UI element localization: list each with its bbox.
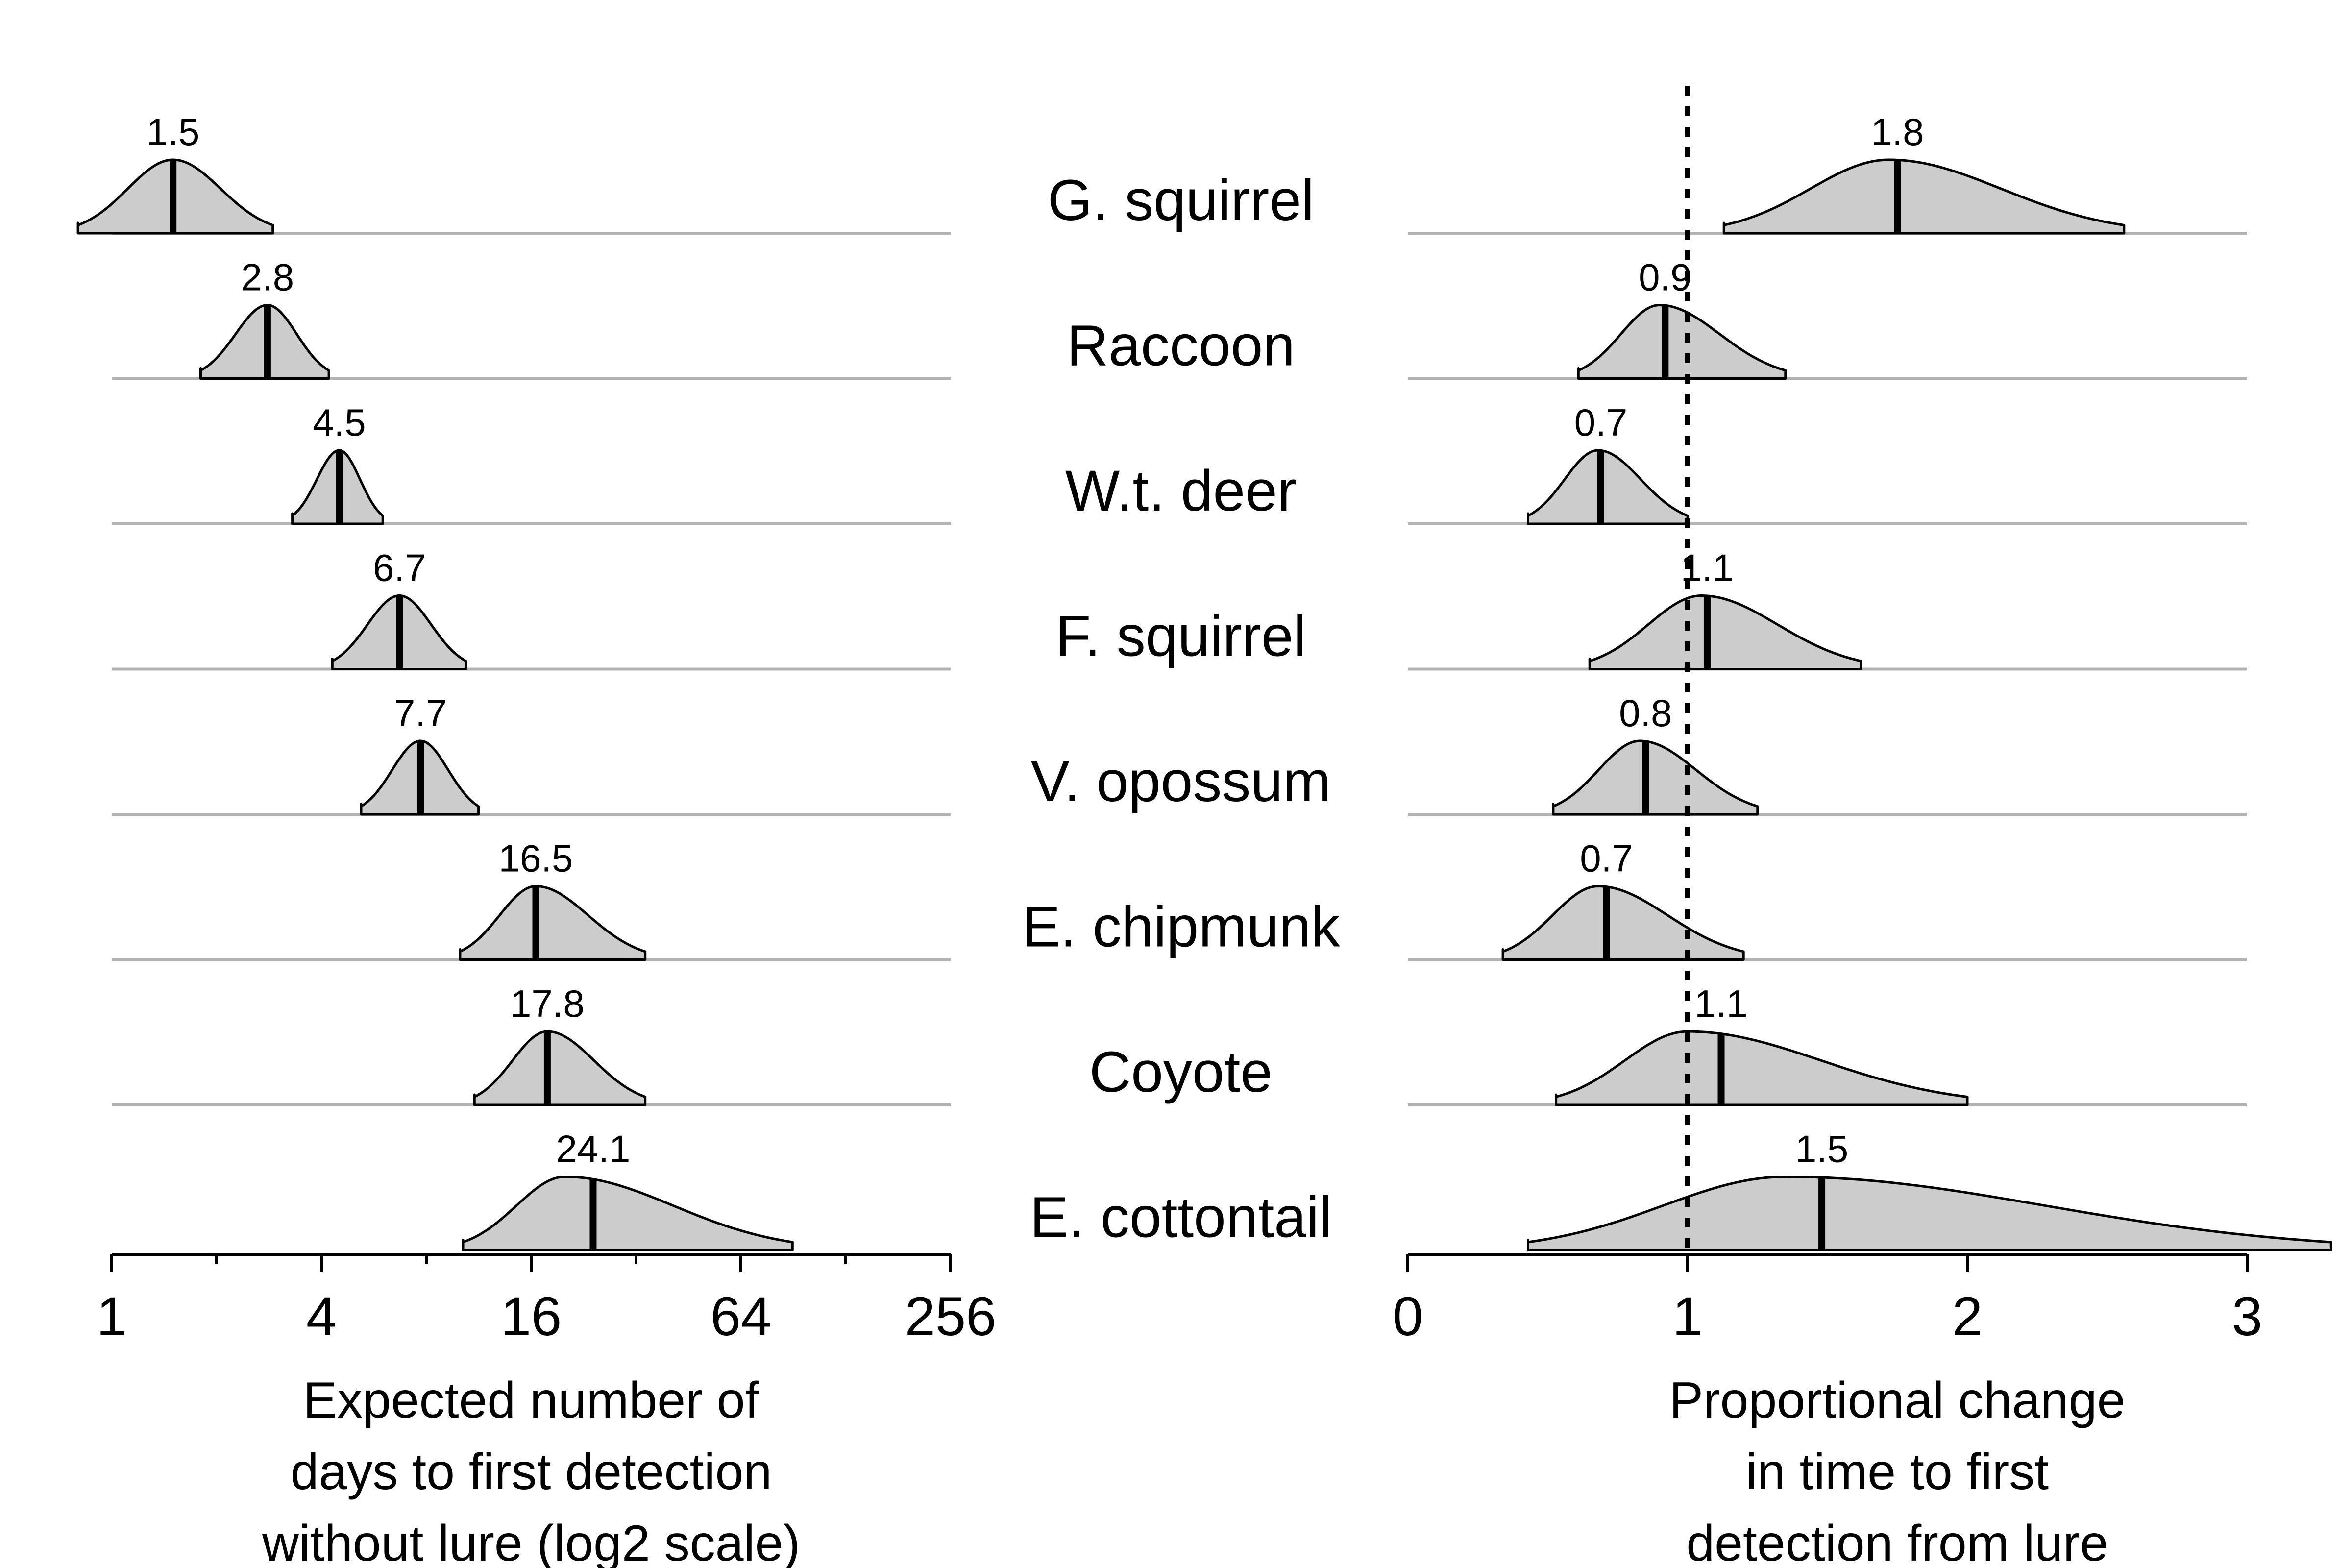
median-value-label: 0.8 (1619, 691, 1672, 735)
median-value-label: 1.5 (147, 110, 199, 153)
density-shape (1555, 1030, 1969, 1106)
median-value-label: 0.9 (1639, 256, 1691, 299)
x-axis-title: Proportional change (1669, 1372, 2126, 1429)
density-shape (1577, 304, 1787, 380)
median-value-label: 7.7 (394, 691, 447, 735)
x-axis-title: Expected number of (303, 1372, 760, 1429)
median-value-label: 1.5 (1795, 1127, 1848, 1171)
x-axis-title: without lure (log2 scale) (262, 1515, 800, 1568)
species-label: Raccoon (1067, 314, 1295, 378)
median-value-label: 0.7 (1574, 401, 1627, 444)
left-panel: 1.5 2.8 4.5 6.7 7.7 16.5 17.8 24.1 1 4 16 64 256 Expe… (76, 110, 997, 1568)
x-tick-label: 256 (905, 1286, 997, 1347)
x-axis-title: days to first detection (291, 1444, 772, 1500)
density-shape (1527, 449, 1689, 525)
density-shape (1588, 594, 1862, 670)
species-label: E. chipmunk (1022, 895, 1340, 959)
x-tick-label: 16 (501, 1286, 562, 1347)
density-shape (459, 885, 647, 961)
x-tick-label: 2 (1952, 1286, 1983, 1347)
x-axis-title: in time to first (1746, 1444, 2049, 1500)
species-label: Coyote (1089, 1040, 1273, 1104)
species-labels: G. squirrel Raccoon W.t. deer F. squirrel V.… (1022, 168, 1340, 1250)
median-value-label: 24.1 (556, 1127, 631, 1171)
species-label: F. squirrel (1055, 604, 1306, 669)
x-tick-label: 0 (1393, 1286, 1423, 1347)
x-axis-title: detection from lure (1686, 1515, 2108, 1568)
median-value-label: 4.5 (313, 401, 366, 444)
median-value-label: 6.7 (373, 546, 426, 589)
species-label: G. squirrel (1048, 168, 1314, 233)
x-tick-label: 4 (306, 1286, 337, 1347)
density-shape (473, 1030, 647, 1106)
median-value-label: 16.5 (499, 837, 573, 880)
density-shape (1552, 739, 1759, 816)
x-tick-label: 1 (1672, 1286, 1703, 1347)
density-shape (1501, 885, 1745, 961)
x-tick-label: 3 (2232, 1286, 2262, 1347)
x-tick-label: 1 (97, 1286, 127, 1347)
species-label: E. cottontail (1030, 1185, 1332, 1250)
species-label: V. opossum (1031, 749, 1331, 814)
species-label: W.t. deer (1065, 459, 1297, 523)
median-value-label: 0.7 (1580, 837, 1633, 880)
density-shape (1722, 158, 2126, 235)
density-shape (462, 1176, 794, 1251)
median-value-label: 2.8 (241, 256, 294, 299)
density-shape (1527, 1176, 2332, 1251)
right-panel: 1.80.90.71.10.80.71.11.50 1 2 3Proportional… (1393, 86, 2332, 1568)
median-value-label: 1.8 (1871, 110, 1924, 153)
median-value-label: 17.8 (510, 982, 585, 1025)
x-tick-label: 64 (710, 1286, 772, 1347)
median-value-label: 1.1 (1694, 982, 1747, 1025)
